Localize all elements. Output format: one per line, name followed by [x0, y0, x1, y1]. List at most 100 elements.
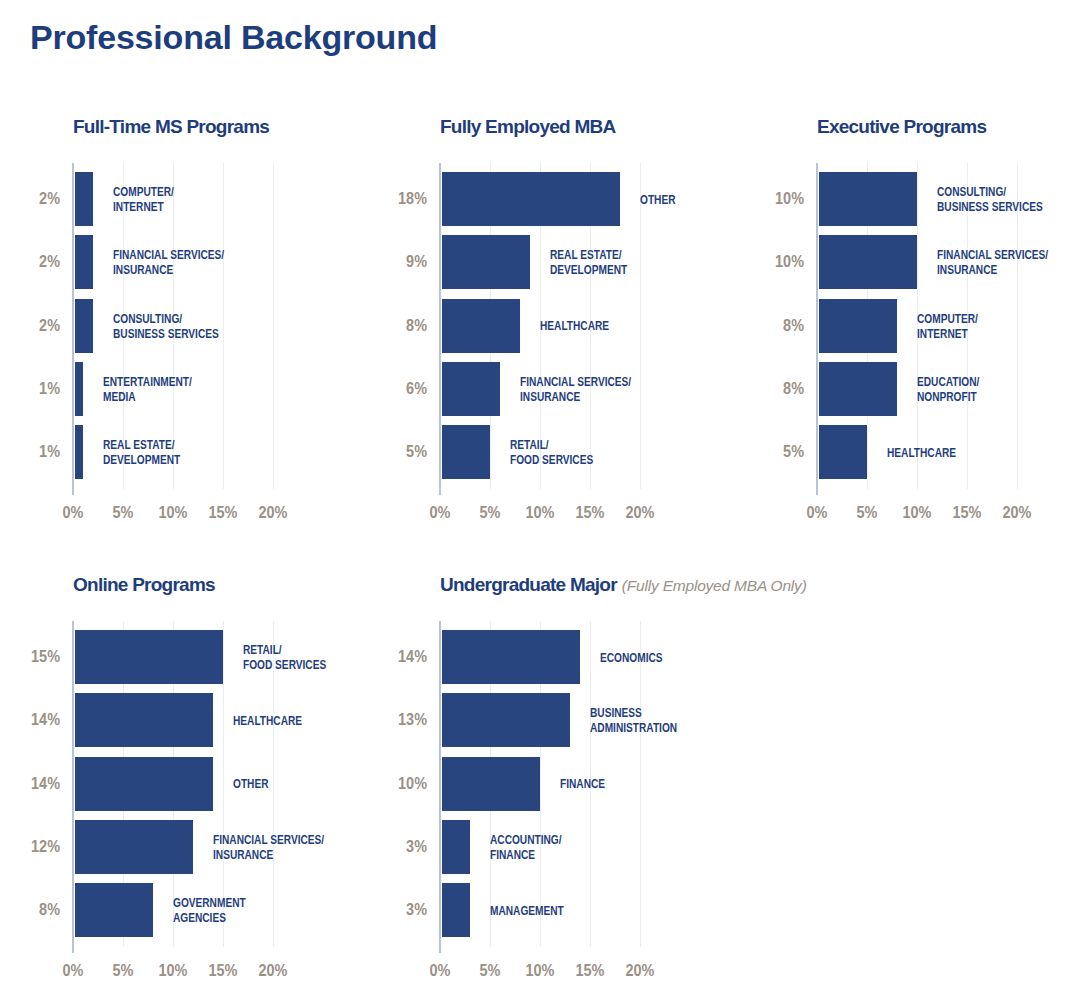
chart-title: Full-Time MS Programs — [73, 116, 269, 138]
value-label: 14% — [0, 711, 60, 729]
bar — [75, 299, 93, 353]
value-label: 14% — [359, 648, 427, 666]
category-label: FINANCIAL SERVICES/INSURANCE — [937, 235, 1048, 289]
category-label: ECONOMICS — [600, 630, 663, 684]
axis-tick-label: 10% — [526, 503, 555, 523]
axis-line — [72, 621, 74, 953]
axis-tick-label: 5% — [480, 961, 501, 981]
category-label: REAL ESTATE/DEVELOPMENT — [103, 425, 180, 479]
value-label: 1% — [0, 380, 60, 398]
category-label: MANAGEMENT — [490, 883, 564, 937]
bar — [442, 235, 530, 289]
category-label: RETAIL/FOOD SERVICES — [243, 630, 326, 684]
value-label: 5% — [736, 443, 804, 461]
bar — [442, 757, 540, 811]
bar — [819, 172, 917, 226]
bar — [75, 172, 93, 226]
axis-tick-label: 20% — [1003, 503, 1032, 523]
chart-title: Executive Programs — [817, 116, 986, 138]
page-title: Professional Background — [30, 18, 437, 57]
bar — [75, 235, 93, 289]
gridline — [223, 163, 224, 489]
category-label: CONSULTING/BUSINESS SERVICES — [113, 299, 219, 353]
category-label: COMPUTER/INTERNET — [113, 172, 174, 226]
category-label: OTHER — [640, 172, 675, 226]
bar — [75, 883, 153, 937]
axis-line — [439, 621, 441, 953]
axis-tick-label: 20% — [259, 503, 288, 523]
bar — [442, 820, 470, 874]
value-label: 2% — [0, 253, 60, 271]
category-label: FINANCIAL SERVICES/INSURANCE — [113, 235, 224, 289]
axis-tick-label: 15% — [209, 961, 238, 981]
axis-tick-label: 15% — [209, 503, 238, 523]
axis-tick-label: 10% — [526, 961, 555, 981]
value-label: 10% — [359, 775, 427, 793]
axis-tick-label: 15% — [576, 503, 605, 523]
axis-tick-label: 10% — [903, 503, 932, 523]
value-label: 6% — [359, 380, 427, 398]
category-label: ENTERTAINMENT/MEDIA — [103, 362, 192, 416]
bar — [819, 299, 897, 353]
bar — [442, 693, 570, 747]
value-label: 12% — [0, 838, 60, 856]
page: Professional Background Full-Time MS Pro… — [0, 0, 1080, 1005]
category-label: OTHER — [233, 757, 268, 811]
value-label: 5% — [359, 443, 427, 461]
axis-tick-label: 5% — [480, 503, 501, 523]
bar — [819, 235, 917, 289]
axis-tick-label: 10% — [159, 503, 188, 523]
axis-line — [439, 163, 441, 495]
axis-tick-label: 0% — [807, 503, 828, 523]
axis-tick-label: 10% — [159, 961, 188, 981]
axis-line — [816, 163, 818, 495]
value-label: 14% — [0, 775, 60, 793]
chart-subtitle: (Fully Employed MBA Only) — [622, 577, 807, 594]
value-label: 8% — [736, 380, 804, 398]
category-label: FINANCIAL SERVICES/INSURANCE — [213, 820, 324, 874]
chart-title: Fully Employed MBA — [440, 116, 615, 138]
category-label: HEALTHCARE — [233, 693, 302, 747]
axis-tick-label: 20% — [626, 961, 655, 981]
axis-tick-label: 0% — [430, 503, 451, 523]
bar — [75, 820, 193, 874]
axis-tick-label: 15% — [576, 961, 605, 981]
bar — [75, 362, 83, 416]
value-label: 10% — [736, 190, 804, 208]
value-label: 18% — [359, 190, 427, 208]
category-label: ACCOUNTING/FINANCE — [490, 820, 562, 874]
category-label: CONSULTING/BUSINESS SERVICES — [937, 172, 1043, 226]
value-label: 2% — [0, 190, 60, 208]
bar — [442, 362, 500, 416]
category-label: HEALTHCARE — [540, 299, 609, 353]
value-label: 8% — [359, 317, 427, 335]
value-label: 9% — [359, 253, 427, 271]
axis-tick-label: 5% — [113, 503, 134, 523]
axis-line — [72, 163, 74, 495]
bar — [442, 172, 620, 226]
category-label: GOVERNMENTAGENCIES — [173, 883, 246, 937]
category-label: REAL ESTATE/DEVELOPMENT — [550, 235, 627, 289]
value-label: 3% — [359, 901, 427, 919]
category-label: HEALTHCARE — [887, 425, 956, 479]
bar — [442, 299, 520, 353]
axis-tick-label: 20% — [626, 503, 655, 523]
axis-tick-label: 0% — [63, 961, 84, 981]
value-label: 3% — [359, 838, 427, 856]
bar — [819, 425, 867, 479]
bar — [75, 757, 213, 811]
bar — [442, 883, 470, 937]
value-label: 15% — [0, 648, 60, 666]
value-label: 8% — [736, 317, 804, 335]
category-label: BUSINESSADMINISTRATION — [590, 693, 677, 747]
category-label: EDUCATION/NONPROFIT — [917, 362, 979, 416]
value-label: 1% — [0, 443, 60, 461]
axis-tick-label: 20% — [259, 961, 288, 981]
axis-tick-label: 0% — [63, 503, 84, 523]
axis-tick-label: 15% — [953, 503, 982, 523]
value-label: 13% — [359, 711, 427, 729]
axis-tick-label: 0% — [430, 961, 451, 981]
axis-tick-label: 5% — [113, 961, 134, 981]
category-label: FINANCIAL SERVICES/INSURANCE — [520, 362, 631, 416]
bar — [442, 630, 580, 684]
